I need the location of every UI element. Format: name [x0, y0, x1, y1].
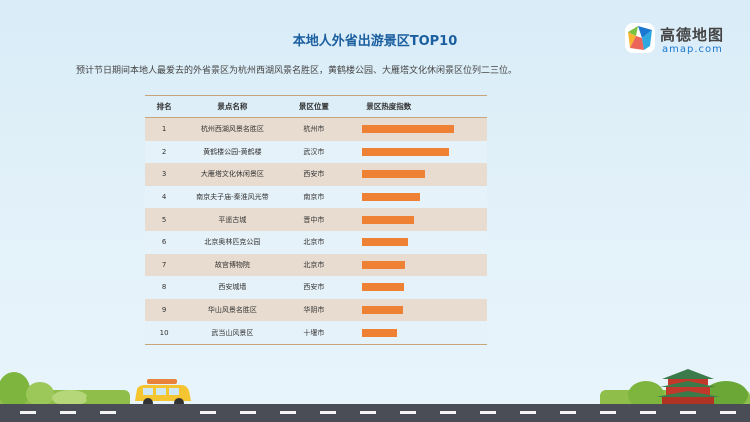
summary-text: 预计节日期间本地人最爱去的外省景区为杭州西湖风景名胜区，黄鹤楼公园、大雁塔文化休…	[76, 66, 518, 76]
rank-cell: 4	[145, 185, 184, 209]
rank-cell: 10	[145, 321, 184, 345]
rank-cell: 5	[145, 208, 184, 231]
road-dash	[60, 411, 76, 414]
logo-text-cn: 高德地图	[660, 26, 725, 44]
rank-cell: 3	[145, 163, 184, 186]
road-dash	[640, 411, 656, 414]
heat-cell	[346, 230, 487, 254]
road-dash	[720, 411, 736, 414]
name-cell: 西安城墙	[183, 276, 282, 299]
table-row: 3 大雁塔文化休闲景区 西安市	[145, 163, 487, 186]
page-title: 本地人外省出游景区TOP10	[292, 34, 458, 49]
heat-cell	[346, 298, 487, 322]
header-rank: 排名	[145, 95, 184, 118]
road-dash	[100, 411, 116, 414]
table-row: 9 华山风景名胜区 华阴市	[145, 298, 487, 322]
rank-cell: 8	[145, 276, 184, 299]
trees-decoration	[0, 372, 114, 404]
table-row: 2 黄鹤楼公园-黄鹤楼 武汉市	[145, 140, 487, 164]
location-cell: 西安市	[281, 163, 347, 186]
name-cell: 华山风景名胜区	[183, 298, 282, 322]
location-cell: 华阴市	[281, 298, 347, 322]
table-row: 7 故宫博物院 北京市	[145, 253, 487, 277]
table-header-row: 排名 景点名称 景区位置 景区热度指数	[145, 95, 487, 118]
road-dash	[280, 411, 296, 414]
road-dash	[560, 411, 576, 414]
road-dash	[320, 411, 336, 414]
name-cell: 大雁塔文化休闲景区	[183, 163, 282, 186]
logo-text-en: amap.com	[662, 44, 723, 55]
road-dash	[680, 411, 696, 414]
heat-cell	[346, 276, 487, 299]
road-dash	[240, 411, 256, 414]
heat-bar	[362, 238, 409, 247]
heat-bar	[362, 328, 398, 337]
rank-cell: 6	[145, 230, 184, 254]
location-cell: 晋中市	[281, 208, 347, 231]
heat-bar	[362, 306, 403, 315]
road-dash	[520, 411, 536, 414]
rank-cell: 1	[145, 117, 184, 141]
road-dash	[360, 411, 376, 414]
name-cell: 南京夫子庙-秦淮风光带	[183, 185, 282, 209]
road-dash	[20, 411, 36, 414]
table-row: 8 西安城墙 西安市	[145, 276, 487, 299]
heat-cell	[346, 163, 487, 186]
table-row: 10 武当山风景区 十堰市	[145, 321, 487, 345]
header-name: 景点名称	[183, 95, 282, 118]
rank-cell: 2	[145, 140, 184, 164]
ranking-table: 排名 景点名称 景区位置 景区热度指数 1 杭州西湖风景名胜区 杭州市 2 黄鹤…	[145, 95, 487, 345]
amap-logo-icon	[625, 23, 655, 53]
heat-bar	[362, 215, 414, 224]
header-heat: 景区热度指数	[346, 95, 487, 118]
name-cell: 武当山风景区	[183, 321, 282, 345]
road-dash	[480, 411, 496, 414]
location-cell: 武汉市	[281, 140, 347, 164]
location-cell: 十堰市	[281, 321, 347, 345]
heat-cell	[346, 321, 487, 345]
name-cell: 平遥古城	[183, 208, 282, 231]
heat-cell	[346, 185, 487, 209]
amap-logo: 高德地图 amap.com	[624, 22, 736, 58]
location-cell: 南京市	[281, 185, 347, 209]
heat-cell	[346, 117, 487, 141]
road-dash	[400, 411, 416, 414]
name-cell: 北京奥林匹克公园	[183, 230, 282, 254]
rank-cell: 9	[145, 298, 184, 322]
heat-bar	[362, 125, 455, 134]
table-row: 4 南京夫子庙-秦淮风光带 南京市	[145, 185, 487, 209]
road-dash	[440, 411, 456, 414]
heat-bar	[362, 170, 425, 179]
heat-bar	[362, 147, 449, 156]
location-cell: 西安市	[281, 276, 347, 299]
location-cell: 北京市	[281, 253, 347, 277]
heat-cell	[346, 208, 487, 231]
heat-bar	[362, 193, 421, 202]
header-location: 景区位置	[281, 95, 347, 118]
heat-bar	[362, 260, 405, 269]
location-cell: 北京市	[281, 230, 347, 254]
table-row: 6 北京奥林匹克公园 北京市	[145, 230, 487, 254]
name-cell: 杭州西湖风景名胜区	[183, 117, 282, 141]
road-dash	[200, 411, 216, 414]
table-row: 5 平遥古城 晋中市	[145, 208, 487, 231]
heat-cell	[346, 253, 487, 277]
name-cell: 故宫博物院	[183, 253, 282, 277]
road-dash	[600, 411, 616, 414]
heat-cell	[346, 140, 487, 164]
table-row: 1 杭州西湖风景名胜区 杭州市	[145, 117, 487, 141]
location-cell: 杭州市	[281, 117, 347, 141]
temple-icon	[628, 369, 748, 405]
name-cell: 黄鹤楼公园-黄鹤楼	[183, 140, 282, 164]
heat-bar	[362, 283, 404, 292]
rank-cell: 7	[145, 253, 184, 277]
